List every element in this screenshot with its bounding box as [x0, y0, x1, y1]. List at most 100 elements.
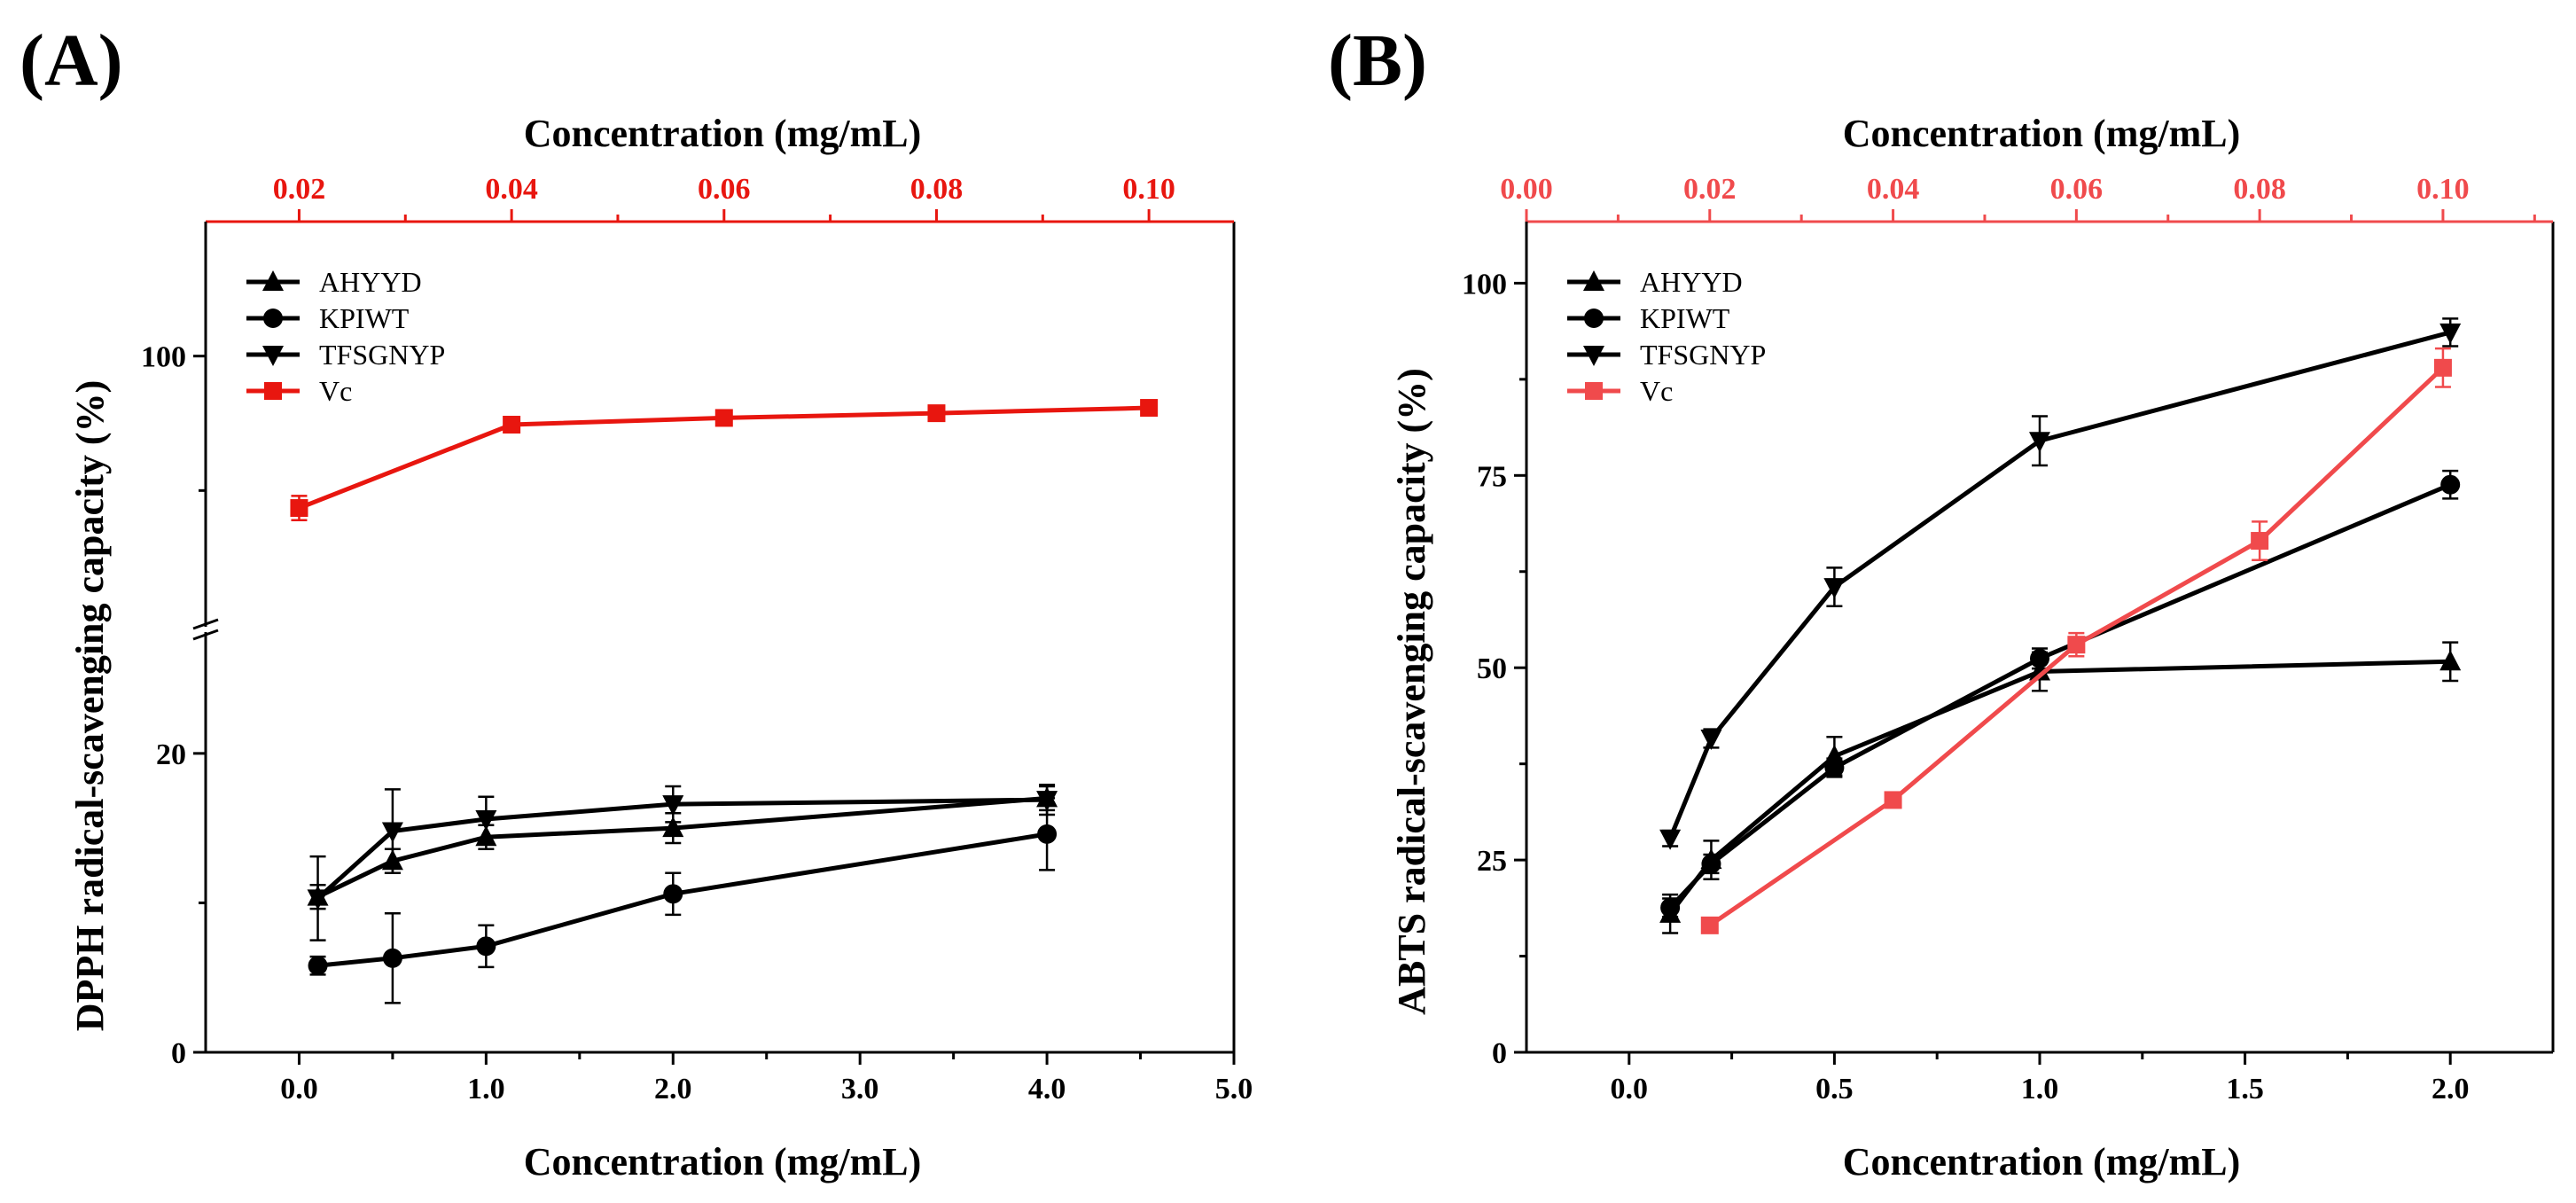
- panel-b-plot: 0.0 0.5 1.0 1.5 2.0 0.00 0.02 0.04 0.06 0.08 0.10 0…: [1462, 173, 2555, 1105]
- panel-a-y-tick-label: 100: [141, 341, 186, 374]
- panel-b-series-tfsgnyp: [1659, 317, 2462, 850]
- panel-a-point-kpiwt: [476, 936, 496, 957]
- panel-b-x-tick-label: 0.0: [1611, 1073, 1649, 1105]
- panel-a-line-tfsgnyp: [316, 797, 1048, 901]
- panel-b-point-kpiwt: [1824, 757, 1845, 777]
- panel-a-x2-tick-label: 0.02: [273, 173, 326, 206]
- panel-b: (B) Concentration (mg/mL) Concentration …: [1328, 20, 2555, 1183]
- panel-b-x2-tick-label: 0.06: [2050, 173, 2104, 206]
- panel-b-line-kpiwt: [1668, 482, 2452, 910]
- panel-a-x2-tick-label: 0.10: [1122, 173, 1175, 206]
- panel-b-x-tick-label: 0.5: [1815, 1073, 1854, 1105]
- panel-b-y-tick-label: 0: [1492, 1037, 1507, 1070]
- panel-a-point-tfsgnyp: [1036, 791, 1058, 812]
- panel-b-x-tick-label: 1.5: [2226, 1073, 2264, 1105]
- panel-b-legend-label: Vc: [1640, 375, 1673, 407]
- panel-a-legend-label: TFSGNYP: [319, 339, 445, 371]
- panel-a-legend-label: KPIWT: [319, 302, 410, 334]
- panel-b-point-vc: [1700, 916, 1719, 934]
- panel-b-point-ahyyd: [2029, 660, 2050, 681]
- panel-b-legend-marker: [1585, 382, 1603, 400]
- panel-b-point-vc: [1884, 791, 1902, 809]
- panel-a-point-tfsgnyp: [381, 822, 403, 843]
- panel-b-x2-tick-label: 0.08: [2233, 173, 2286, 206]
- panel-a-legend-marker: [262, 346, 284, 366]
- panel-b-line-ahyyd: [1668, 659, 2451, 916]
- panel-b-x2-tick-label: 0.10: [2416, 173, 2470, 206]
- panel-a-point-kpiwt: [1037, 824, 1058, 844]
- panel-a-ylabel: DPPH radical-scavenging capacity (%): [68, 380, 112, 1031]
- panel-a-point-vc: [503, 416, 521, 434]
- panel-a-x2-tick-label: 0.08: [910, 173, 964, 206]
- panel-a-axis-break-mark: [192, 618, 219, 630]
- panel-a-point-tfsgnyp: [307, 889, 329, 910]
- panel-a-x2-tick-label: 0.06: [698, 173, 751, 206]
- panel-a-top-xlabel: Concentration (mg/mL): [524, 112, 922, 155]
- panel-a-label: (A): [20, 20, 123, 102]
- panel-b-x-tick-label: 2.0: [2432, 1073, 2470, 1105]
- panel-a-x-tick-label: 4.0: [1028, 1073, 1066, 1105]
- panel-b-legend-label: KPIWT: [1640, 302, 1730, 334]
- panel-a-x-tick-label: 1.0: [467, 1073, 505, 1105]
- panel-b-point-kpiwt: [2440, 474, 2461, 495]
- panel-b-point-kpiwt: [2030, 648, 2049, 668]
- panel-a-legend-marker: [263, 309, 283, 328]
- panel-b-x-tick-label: 1.0: [2021, 1073, 2059, 1105]
- panel-b-ylabel: ABTS radical-scavenging capacity (%): [1390, 368, 1433, 1015]
- panel-b-legend-label: TFSGNYP: [1640, 339, 1766, 371]
- panel-a-legend-marker: [262, 270, 284, 291]
- panel-b-legend-marker: [1584, 309, 1604, 328]
- panel-b-legend-marker: [1583, 346, 1604, 366]
- panel-a-point-vc: [927, 404, 946, 423]
- panel-b-point-tfsgnyp: [1700, 730, 1722, 751]
- panel-a-point-ahyyd: [662, 816, 684, 838]
- panel-b-y-tick-label: 50: [1477, 652, 1507, 685]
- panel-b-point-tfsgnyp: [1659, 829, 1682, 850]
- panel-b-point-tfsgnyp: [1823, 578, 1846, 599]
- panel-a-point-kpiwt: [663, 884, 683, 904]
- panel-b-point-kpiwt: [1701, 854, 1721, 874]
- panel-b-point-vc: [2251, 532, 2269, 551]
- panel-a-y-tick-label: 20: [156, 738, 186, 771]
- panel-a-x-tick-label: 0.0: [280, 1073, 318, 1105]
- panel-b-series-kpiwt: [1660, 469, 2461, 918]
- panel-b-x2-tick-label: 0.04: [1867, 173, 1920, 206]
- panel-a-point-tfsgnyp: [475, 810, 497, 832]
- panel-a: (A) Concentration (mg/mL) Concentration …: [20, 20, 1253, 1183]
- panel-a-x2-tick-label: 0.04: [485, 173, 538, 206]
- panel-b-point-tfsgnyp: [2439, 323, 2462, 344]
- panel-a-legend-label: AHYYD: [319, 266, 422, 298]
- panel-b-top-xlabel: Concentration (mg/mL): [1843, 112, 2241, 155]
- panel-a-line-ahyyd: [316, 795, 1048, 899]
- panel-a-series-kpiwt: [308, 797, 1058, 1004]
- panel-b-y-tick-label: 75: [1477, 460, 1507, 493]
- panel-a-point-vc: [714, 409, 733, 427]
- panel-b-legend-label: AHYYD: [1640, 266, 1743, 298]
- panel-a-axis-break-mark: [192, 629, 219, 641]
- panel-a-plot: 0.0 1.0 2.0 3.0 4.0 5.0 0.02 0.04 0.06 0.08 0.10 0 2…: [141, 173, 1253, 1105]
- panel-b-series-vc: [1700, 347, 2452, 934]
- panel-a-xlabel: Concentration (mg/mL): [524, 1140, 922, 1183]
- panel-b-x2-tick-label: 0.02: [1683, 173, 1737, 206]
- panel-a-point-kpiwt: [308, 956, 328, 976]
- panel-b-point-tfsgnyp: [2029, 432, 2050, 453]
- panel-a-legend-label: Vc: [319, 375, 352, 407]
- panel-b-xlabel: Concentration (mg/mL): [1843, 1140, 2241, 1183]
- panel-a-x-tick-label: 3.0: [841, 1073, 879, 1105]
- panel-b-point-ahyyd: [2439, 650, 2462, 671]
- panel-a-point-kpiwt: [382, 948, 402, 968]
- panel-a-series-vc: [290, 399, 1159, 521]
- panel-a-x-tick-label: 2.0: [654, 1073, 692, 1105]
- panel-a-y-tick-label: 0: [171, 1037, 186, 1070]
- panel-a-point-vc: [290, 499, 308, 518]
- panel-b-y-tick-label: 100: [1462, 268, 1507, 301]
- panel-a-x-tick-label: 5.0: [1215, 1073, 1253, 1105]
- panel-b-x2-tick-label: 0.00: [1500, 173, 1553, 206]
- panel-a-point-tfsgnyp: [662, 795, 684, 816]
- panel-b-series-ahyyd: [1659, 641, 2462, 934]
- panel-b-label: (B): [1328, 20, 1427, 102]
- panel-b-point-kpiwt: [1660, 897, 1681, 918]
- panel-b-legend-marker: [1583, 270, 1604, 291]
- panel-a-point-vc: [1140, 399, 1159, 418]
